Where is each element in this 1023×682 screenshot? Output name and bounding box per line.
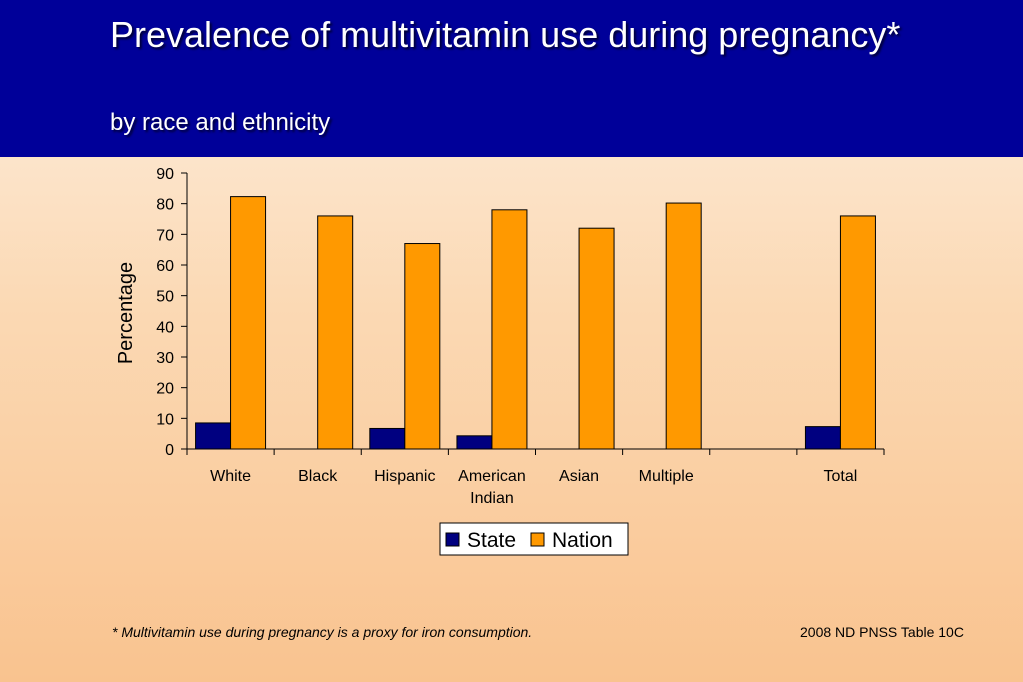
bar-nation [665,202,702,450]
y-tick-label: 90 [156,166,174,183]
y-tick-label: 60 [156,258,174,275]
y-tick-label: 20 [156,381,174,398]
y-tick-label: 50 [156,289,174,306]
footnote: * Multivitamin use during pregnancy is a… [112,624,533,640]
bar-state [456,435,493,450]
slide-subtitle: by race and ethnicity [110,109,331,136]
x-tick-label: Black [298,468,338,485]
title-banner: Prevalence of multivitamin use during pr… [0,0,1023,157]
legend-swatch-state [445,532,460,547]
y-tick-label: 40 [156,319,174,336]
bar-state [804,426,841,450]
legend-swatch-nation [530,532,545,547]
y-tick-label: 80 [156,197,174,214]
bar-nation [317,215,354,450]
y-tick-label: 70 [156,227,174,244]
bar-nation [230,196,267,450]
x-tick-label: Multiple [639,468,694,485]
bar-nation [404,243,441,450]
bar-nation [839,215,876,450]
y-axis-label: Percentage [115,262,137,364]
x-tick-label: American Indian [458,468,526,507]
y-tick-label: 0 [165,442,174,459]
slide-title: Prevalence of multivitamin use during pr… [110,14,901,55]
bar-nation [578,227,615,450]
x-tick-label: White [210,468,251,485]
x-tick-label: Asian [559,468,599,485]
y-tick-label: 10 [156,411,174,428]
legend-label-state: State [467,529,516,552]
chart-legend: State Nation [439,522,629,556]
source-citation: 2008 ND PNSS Table 10C [800,624,964,640]
bar-state [195,422,232,450]
bar-chart: 0 10 20 30 40 50 60 70 80 90 White Black Hispanic Am… [115,166,885,556]
bar-nation [491,209,528,450]
x-tick-label: Hispanic [374,468,435,485]
legend-label-nation: Nation [552,529,613,552]
y-tick-label: 30 [156,350,174,367]
x-tick-label: Total [824,468,858,485]
bar-state [369,427,406,450]
